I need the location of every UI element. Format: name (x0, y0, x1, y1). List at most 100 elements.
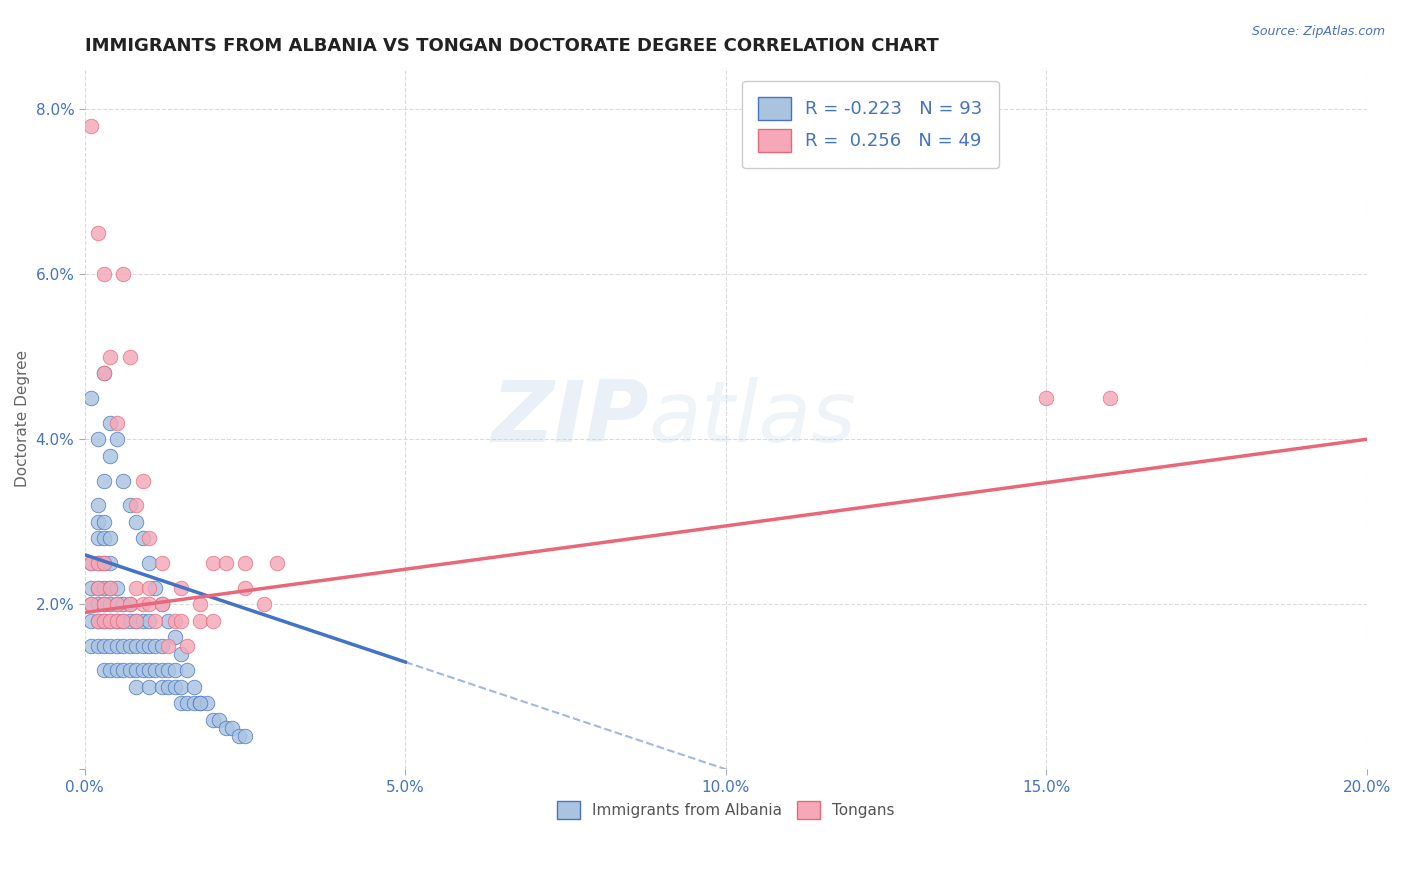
Point (93, 663, 115, 677)
Point (93, 515, 115, 529)
Point (233, 581, 256, 595)
Point (233, 729, 256, 743)
Point (150, 680, 173, 694)
Point (215, 556, 238, 570)
Point (131, 639, 153, 653)
Point (86, 614, 108, 628)
Point (105, 416, 128, 430)
Point (150, 597, 173, 611)
Point (233, 556, 256, 570)
Point (100, 581, 122, 595)
Point (100, 614, 122, 628)
Point (86, 581, 108, 595)
Point (118, 663, 141, 677)
Point (138, 680, 160, 694)
Point (100, 614, 122, 628)
Point (100, 639, 122, 653)
Point (215, 721, 238, 735)
Text: IMMIGRANTS FROM ALBANIA VS TONGAN DOCTORATE DEGREE CORRELATION CHART: IMMIGRANTS FROM ALBANIA VS TONGAN DOCTOR… (84, 37, 939, 55)
Point (93, 531, 115, 545)
Point (163, 680, 186, 694)
Point (93, 639, 115, 653)
Point (93, 614, 115, 628)
Point (138, 531, 160, 545)
Point (125, 614, 148, 628)
Point (112, 267, 135, 281)
Point (112, 639, 135, 653)
Point (86, 432, 108, 446)
Point (202, 556, 225, 570)
Point (157, 639, 180, 653)
Point (93, 597, 115, 611)
Point (228, 729, 250, 743)
Point (138, 639, 160, 653)
Point (112, 597, 135, 611)
Point (188, 614, 211, 628)
Point (125, 515, 148, 529)
Point (150, 639, 173, 653)
Point (86, 639, 108, 653)
Point (188, 696, 211, 710)
Point (131, 531, 153, 545)
Point (86, 498, 108, 512)
Point (80, 597, 103, 611)
Point (80, 391, 103, 405)
Point (138, 581, 160, 595)
Point (188, 696, 211, 710)
Point (266, 556, 288, 570)
Point (105, 614, 128, 628)
Point (183, 696, 205, 710)
Point (163, 614, 186, 628)
Point (208, 713, 231, 727)
Point (86, 515, 108, 529)
Point (80, 581, 103, 595)
Point (125, 639, 148, 653)
Point (138, 556, 160, 570)
Point (125, 680, 148, 694)
Point (138, 614, 160, 628)
Point (170, 696, 193, 710)
Point (118, 597, 141, 611)
Point (93, 474, 115, 488)
Point (100, 556, 122, 570)
Point (221, 721, 243, 735)
Point (105, 614, 128, 628)
Point (112, 474, 135, 488)
Point (118, 639, 141, 653)
Point (202, 713, 225, 727)
Point (118, 498, 141, 512)
Point (100, 531, 122, 545)
Point (150, 556, 173, 570)
Point (93, 556, 115, 570)
Point (157, 614, 180, 628)
Point (100, 416, 122, 430)
Point (131, 474, 153, 488)
Text: ZIP: ZIP (491, 377, 650, 460)
Point (125, 498, 148, 512)
Point (80, 119, 103, 133)
Point (163, 630, 186, 644)
Point (138, 663, 160, 677)
Point (93, 366, 115, 380)
Point (86, 556, 108, 570)
Point (176, 696, 198, 710)
Point (138, 597, 160, 611)
Point (143, 581, 166, 595)
Point (195, 696, 218, 710)
Point (86, 597, 108, 611)
Point (80, 597, 103, 611)
Point (93, 581, 115, 595)
Point (150, 663, 173, 677)
Point (100, 350, 122, 364)
Point (80, 556, 103, 570)
Point (170, 680, 193, 694)
Point (143, 639, 166, 653)
Y-axis label: Doctorate Degree: Doctorate Degree (15, 350, 30, 487)
Point (125, 663, 148, 677)
Point (105, 597, 128, 611)
Point (86, 614, 108, 628)
Point (202, 614, 225, 628)
Point (253, 597, 276, 611)
Point (93, 614, 115, 628)
Point (118, 350, 141, 364)
